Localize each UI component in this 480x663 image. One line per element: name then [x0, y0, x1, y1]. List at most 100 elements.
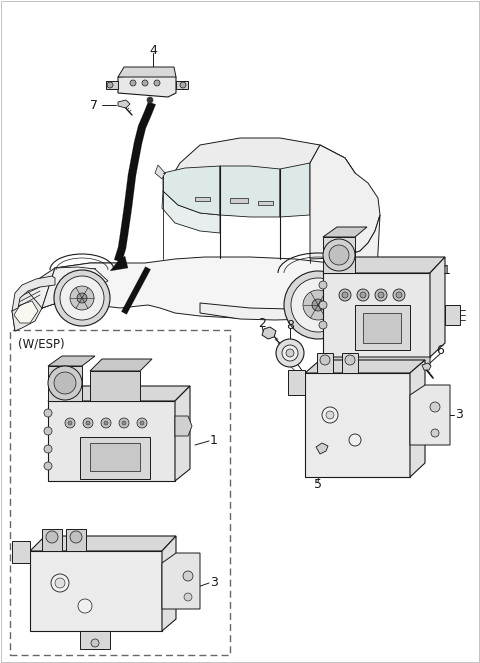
Polygon shape — [163, 138, 355, 215]
Text: 7: 7 — [90, 99, 98, 111]
Polygon shape — [422, 363, 431, 370]
Polygon shape — [323, 237, 355, 273]
Polygon shape — [410, 385, 450, 445]
Polygon shape — [14, 301, 38, 323]
Circle shape — [375, 289, 387, 301]
Text: 3: 3 — [210, 577, 218, 589]
Circle shape — [323, 239, 355, 271]
Polygon shape — [12, 276, 55, 311]
Circle shape — [54, 372, 76, 394]
Bar — [258, 201, 273, 205]
Polygon shape — [48, 356, 95, 366]
Polygon shape — [42, 529, 62, 551]
Circle shape — [357, 289, 369, 301]
Circle shape — [349, 434, 361, 446]
Text: (W/ESP): (W/ESP) — [18, 337, 65, 350]
Circle shape — [284, 271, 352, 339]
Circle shape — [65, 418, 75, 428]
Circle shape — [180, 82, 186, 88]
Polygon shape — [118, 73, 176, 97]
Bar — [90, 443, 140, 471]
Polygon shape — [175, 386, 190, 481]
Polygon shape — [262, 327, 276, 339]
Polygon shape — [66, 529, 86, 551]
Polygon shape — [12, 288, 42, 331]
Circle shape — [91, 639, 99, 647]
Polygon shape — [121, 267, 151, 314]
Polygon shape — [410, 360, 425, 477]
Polygon shape — [48, 401, 175, 481]
Circle shape — [68, 421, 72, 425]
Circle shape — [70, 286, 94, 310]
Polygon shape — [42, 257, 375, 318]
Circle shape — [44, 462, 52, 470]
Bar — [230, 198, 248, 203]
Polygon shape — [12, 268, 55, 331]
Polygon shape — [280, 163, 310, 217]
Text: 3: 3 — [455, 408, 463, 422]
Circle shape — [319, 301, 327, 309]
Polygon shape — [114, 101, 156, 262]
Polygon shape — [316, 443, 328, 454]
Circle shape — [137, 418, 147, 428]
Text: 8: 8 — [286, 318, 294, 332]
Polygon shape — [445, 305, 460, 325]
Circle shape — [78, 599, 92, 613]
Polygon shape — [323, 357, 430, 371]
Text: 1: 1 — [210, 434, 218, 448]
Circle shape — [319, 321, 327, 329]
Polygon shape — [317, 353, 333, 373]
Text: 5: 5 — [314, 479, 322, 491]
Polygon shape — [305, 360, 425, 373]
Circle shape — [51, 574, 69, 592]
Circle shape — [54, 270, 110, 326]
Bar — [80, 437, 150, 479]
Polygon shape — [310, 145, 380, 259]
Polygon shape — [176, 81, 188, 89]
Text: 6: 6 — [436, 343, 444, 357]
Circle shape — [44, 427, 52, 435]
Polygon shape — [323, 257, 445, 273]
Bar — [355, 305, 410, 350]
Polygon shape — [288, 370, 305, 395]
Polygon shape — [162, 191, 220, 233]
Polygon shape — [430, 257, 445, 357]
Circle shape — [312, 299, 324, 311]
Circle shape — [130, 80, 136, 86]
Circle shape — [44, 409, 52, 417]
Circle shape — [378, 292, 384, 298]
Circle shape — [101, 418, 111, 428]
Polygon shape — [30, 536, 176, 551]
Circle shape — [60, 276, 104, 320]
Polygon shape — [342, 353, 358, 373]
Polygon shape — [42, 267, 108, 308]
Polygon shape — [48, 386, 190, 401]
Circle shape — [86, 421, 90, 425]
Circle shape — [393, 289, 405, 301]
Polygon shape — [200, 215, 380, 320]
Polygon shape — [30, 551, 162, 631]
Bar — [363, 313, 401, 343]
Polygon shape — [12, 541, 30, 563]
Circle shape — [303, 290, 333, 320]
Polygon shape — [80, 631, 110, 649]
Circle shape — [322, 407, 338, 423]
Polygon shape — [118, 67, 176, 77]
Circle shape — [329, 245, 349, 265]
Circle shape — [119, 418, 129, 428]
Circle shape — [142, 80, 148, 86]
Circle shape — [140, 421, 144, 425]
Circle shape — [430, 402, 440, 412]
Polygon shape — [323, 273, 430, 357]
Polygon shape — [118, 100, 130, 108]
Circle shape — [44, 445, 52, 453]
Polygon shape — [42, 263, 163, 308]
Polygon shape — [155, 165, 165, 179]
Polygon shape — [323, 227, 367, 237]
Circle shape — [70, 531, 82, 543]
Bar — [10, 330, 230, 655]
Circle shape — [339, 289, 351, 301]
Circle shape — [291, 278, 345, 332]
Polygon shape — [163, 166, 220, 215]
Circle shape — [83, 418, 93, 428]
